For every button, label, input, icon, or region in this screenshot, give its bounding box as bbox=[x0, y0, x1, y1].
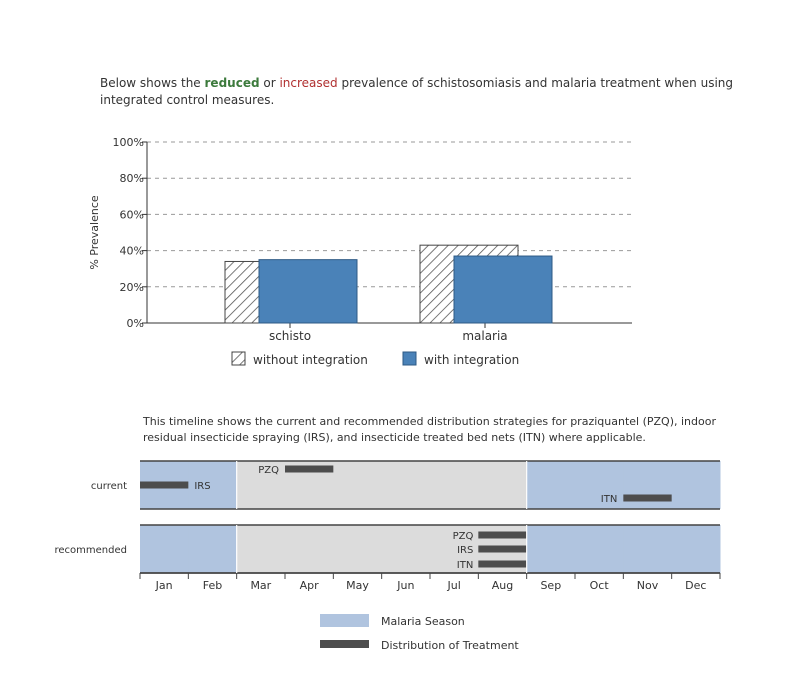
month-cell-jul bbox=[430, 461, 479, 509]
month-label-mar: Mar bbox=[250, 579, 271, 592]
row-label-recommended: recommended bbox=[55, 545, 127, 556]
month-cell-aug bbox=[478, 461, 528, 509]
y-tick-label: 20% bbox=[120, 281, 144, 294]
legend-swatch-without-integration bbox=[231, 351, 246, 366]
month-label-jan: Jan bbox=[155, 579, 173, 592]
month-label-jun: Jun bbox=[396, 579, 414, 592]
timeline-intro-text: This timeline shows the current and reco… bbox=[143, 415, 716, 444]
month-cell-feb bbox=[188, 461, 238, 509]
legend-item-distribution: Distribution of Treatment bbox=[320, 639, 519, 652]
treatment-bar-recommended-irs bbox=[478, 545, 527, 553]
month-cell-mar bbox=[236, 525, 286, 573]
prevalence-bar-chart: 0% 20% 40% 60% 80% 100% % Prevalence schisto mal… bbox=[88, 136, 632, 367]
month-cell-sep bbox=[526, 525, 576, 573]
legend-label-with-integration: with integration bbox=[424, 353, 519, 367]
legend-swatch-distribution bbox=[320, 640, 369, 648]
legend-swatch-with-integration bbox=[402, 351, 417, 366]
intro-increased-word: increased bbox=[279, 76, 338, 90]
month-cell-jan bbox=[140, 525, 189, 573]
month-label-apr: Apr bbox=[300, 579, 320, 592]
legend-item-without-integration: without integration bbox=[231, 351, 368, 367]
treatment-bar-recommended-pzq bbox=[478, 531, 527, 539]
treatment-label-current-pzq: PZQ bbox=[258, 465, 279, 476]
month-label-sep: Sep bbox=[540, 579, 561, 592]
month-cell-dec bbox=[671, 525, 721, 573]
month-label-jul: Jul bbox=[447, 579, 461, 592]
intro-reduced-word: reduced bbox=[204, 76, 260, 90]
treatment-bar-recommended-itn bbox=[478, 560, 527, 568]
month-cell-apr bbox=[285, 525, 334, 573]
row-label-current: current bbox=[91, 481, 127, 492]
month-label-nov: Nov bbox=[637, 579, 659, 592]
y-tick-label: 40% bbox=[120, 245, 144, 258]
month-cell-nov bbox=[623, 461, 673, 509]
month-label-oct: Oct bbox=[590, 579, 610, 592]
x-tick-label-schisto: schisto bbox=[269, 329, 311, 343]
legend-swatch-malaria-season bbox=[320, 614, 369, 627]
y-tick-label: 60% bbox=[120, 208, 144, 221]
legend-label-distribution: Distribution of Treatment bbox=[381, 639, 519, 652]
y-tick-label: 0% bbox=[127, 317, 144, 330]
month-cell-dec bbox=[671, 461, 721, 509]
month-cell-may bbox=[333, 525, 383, 573]
month-cell-may bbox=[333, 461, 383, 509]
treatment-label-recommended-irs: IRS bbox=[457, 545, 473, 556]
month-cell-jun bbox=[381, 525, 431, 573]
month-cell-feb bbox=[188, 525, 238, 573]
month-cell-mar bbox=[236, 461, 286, 509]
y-tick-label: 80% bbox=[120, 172, 144, 185]
intro-prefix: Below shows the bbox=[100, 76, 205, 90]
bar-with-integration-schisto bbox=[258, 259, 358, 324]
treatment-bar-current-irs bbox=[140, 481, 189, 489]
treatment-bar-current-itn bbox=[623, 494, 672, 502]
month-label-dec: Dec bbox=[685, 579, 706, 592]
intro-or: or bbox=[259, 76, 280, 90]
x-tick-label-malaria: malaria bbox=[462, 329, 507, 343]
month-label-feb: Feb bbox=[203, 579, 222, 592]
month-label-aug: Aug bbox=[492, 579, 513, 592]
month-cell-jun bbox=[381, 461, 431, 509]
treatment-label-recommended-itn: ITN bbox=[457, 560, 474, 571]
y-tick-label: 100% bbox=[113, 136, 144, 149]
month-cell-oct bbox=[575, 461, 624, 509]
legend-label-without-integration: without integration bbox=[253, 353, 368, 367]
legend-item-malaria-season: Malaria Season bbox=[320, 614, 465, 628]
treatment-label-current-irs: IRS bbox=[194, 481, 210, 492]
legend-label-malaria-season: Malaria Season bbox=[381, 615, 465, 628]
y-axis-label: % Prevalence bbox=[88, 195, 101, 270]
legend-item-with-integration: with integration bbox=[402, 351, 519, 367]
intro-suffix: prevalence of schistosomiasis and malari… bbox=[100, 76, 734, 107]
timeline-row-recommended: recommended bbox=[55, 524, 721, 574]
month-cell-nov bbox=[623, 525, 673, 573]
prevalence-intro-text: Below shows the reduced or increased pre… bbox=[100, 75, 740, 109]
treatment-label-recommended-pzq: PZQ bbox=[453, 531, 474, 542]
month-label-may: May bbox=[346, 579, 369, 592]
treatment-timeline: current recommended IRS PZQ ITN PZQ IRS ITN Jan F… bbox=[55, 460, 721, 652]
month-cell-sep bbox=[526, 461, 576, 509]
bar-with-integration-malaria bbox=[453, 255, 553, 324]
treatment-bar-current-pzq bbox=[285, 465, 334, 473]
month-cell-jul bbox=[430, 525, 479, 573]
treatment-label-current-itn: ITN bbox=[601, 494, 618, 505]
month-cell-oct bbox=[575, 525, 624, 573]
